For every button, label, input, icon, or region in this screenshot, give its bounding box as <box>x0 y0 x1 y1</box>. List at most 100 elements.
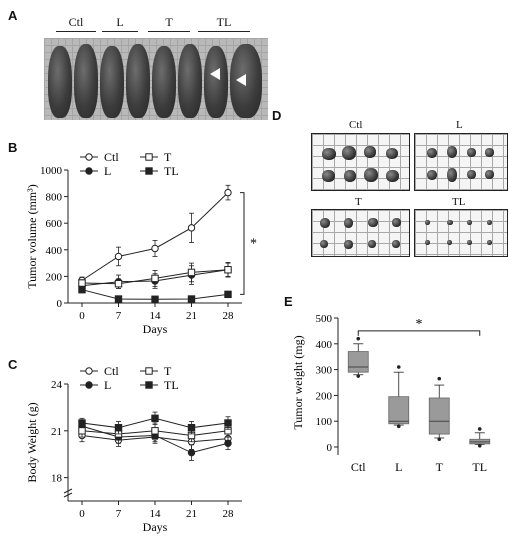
group-underline <box>148 31 190 32</box>
group-underline <box>198 31 250 32</box>
dish-label-tl: TL <box>452 196 466 208</box>
tumor-weight-chart: 0 100 200 300 400 500 Tumor weight (mg) Ctl L T TL… <box>291 313 491 474</box>
x-tick-label: 0 <box>79 310 85 322</box>
group-underline <box>102 31 138 32</box>
data-point <box>78 279 86 287</box>
tumor-image <box>467 148 476 157</box>
legend-label: L <box>104 164 111 178</box>
tumor-image <box>344 170 356 182</box>
dish-label-ctl: Ctl <box>349 119 363 131</box>
data-point <box>78 286 86 294</box>
legend-label: TL <box>164 378 179 392</box>
mouse-image <box>126 44 150 118</box>
y-axis-label: Tumor weight (mg) <box>291 335 305 429</box>
data-point <box>114 423 123 432</box>
outlier-point <box>477 443 482 448</box>
legend-label: L <box>104 378 111 392</box>
tumor-image <box>487 240 492 245</box>
x-tick-label: 14 <box>150 508 162 520</box>
tumor-image <box>425 220 430 225</box>
y-tick-label: 500 <box>316 313 333 325</box>
panel-c-letter: C <box>8 357 18 372</box>
legend-marker <box>85 381 93 389</box>
x-tick-label: L <box>395 460 402 474</box>
y-tick-label: 200 <box>46 271 63 283</box>
x-tick-label: 28 <box>223 508 235 520</box>
y-tick-label: 18 <box>51 473 63 485</box>
x-tick-label: 0 <box>79 508 85 520</box>
box <box>428 397 450 435</box>
tumor-image <box>344 240 353 249</box>
x-tick-label: 21 <box>186 310 197 322</box>
tumor-image <box>485 170 494 179</box>
outlier-point <box>437 437 442 442</box>
y-axis-label: Tumor volume (mm³) <box>25 184 39 289</box>
data-point <box>224 439 232 447</box>
outlier-point <box>396 365 401 369</box>
x-tick-label: 21 <box>186 508 197 520</box>
panel-e-letter: E <box>284 294 293 309</box>
x-tick-label: 28 <box>223 310 235 322</box>
y-tick-label: 1000 <box>40 165 63 177</box>
tumor-image <box>425 240 430 245</box>
box <box>347 351 369 373</box>
outlier-point <box>356 374 361 378</box>
x-tick-label: Ctl <box>351 460 366 474</box>
data-point <box>151 244 159 253</box>
legend-marker <box>85 367 93 375</box>
tumor-image <box>447 168 457 182</box>
y-tick-label: 21 <box>51 426 62 438</box>
tumor-image <box>322 148 336 160</box>
data-point <box>114 252 123 261</box>
y-tick-label: 400 <box>46 245 63 257</box>
tumor-image <box>467 220 472 225</box>
mouse-image <box>100 46 124 118</box>
dish-label-t: T <box>355 196 362 208</box>
legend-label: T <box>164 365 172 378</box>
mouse-image <box>48 46 72 118</box>
tumor-image <box>467 170 476 179</box>
legend-label: T <box>164 150 172 164</box>
mouse-image <box>178 44 202 118</box>
tumor-dish-t <box>311 209 410 257</box>
tumor-dish-l <box>414 133 508 191</box>
tumor-image <box>320 240 328 248</box>
arrowhead-icon <box>210 68 220 80</box>
x-tick-label: TL <box>472 460 487 474</box>
y-axis-label: Body Weight (g) <box>25 402 39 482</box>
tumor-image <box>427 148 437 158</box>
tumor-image <box>485 148 494 157</box>
data-point <box>151 427 159 435</box>
data-point <box>151 295 159 303</box>
group-label-tl: TL <box>216 15 232 29</box>
data-point <box>114 280 123 288</box>
tumor-dish-ctl <box>311 133 410 191</box>
tumor-image <box>368 240 376 248</box>
y-tick-label: 24 <box>51 379 63 391</box>
x-tick-label: 14 <box>150 310 162 322</box>
tumor-image <box>342 146 356 160</box>
panel-d-letter: D <box>272 108 282 123</box>
tumor-image <box>427 170 437 180</box>
data-point <box>78 419 86 427</box>
y-tick-label: 600 <box>46 218 63 230</box>
significance-star: * <box>250 236 257 251</box>
mice-photo <box>44 38 268 120</box>
legend-marker <box>85 167 93 175</box>
data-point <box>187 268 196 277</box>
outlier-point <box>477 427 482 431</box>
tumor-image <box>322 170 335 182</box>
mouse-image <box>74 44 98 118</box>
data-point <box>151 414 159 423</box>
group-underline <box>56 31 96 32</box>
outlier-point <box>437 376 442 381</box>
legend-marker <box>145 381 153 389</box>
x-axis-label: Days <box>143 322 168 336</box>
arrowhead-icon <box>236 74 246 86</box>
y-tick-label: 0 <box>57 298 63 310</box>
data-point <box>78 427 86 435</box>
tumor-image <box>320 218 330 228</box>
data-point <box>224 419 232 427</box>
tumor-image <box>386 170 399 182</box>
